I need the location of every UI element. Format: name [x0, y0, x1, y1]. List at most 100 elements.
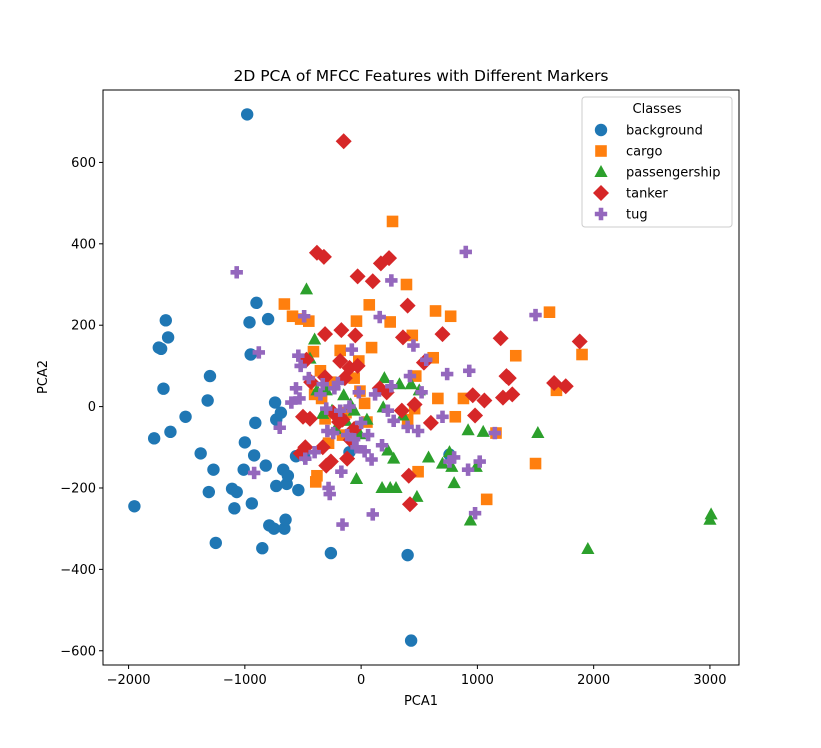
tug-point: [447, 451, 461, 464]
cargo-point: [325, 376, 337, 388]
cargo-point: [350, 315, 363, 327]
passengership-point: [387, 451, 401, 464]
tug-point: [488, 426, 502, 440]
tug-point: [411, 424, 425, 438]
passengership-point: [349, 472, 364, 485]
legend-label-tug: tug: [626, 208, 648, 223]
legend-label-tanker: tanker: [626, 187, 668, 202]
cargo-point: [412, 465, 424, 478]
tanker-point: [333, 322, 350, 339]
tug-point: [314, 388, 327, 401]
background-point: [268, 396, 282, 409]
legend-title: Classes: [633, 102, 682, 117]
passengership-point: [476, 424, 490, 437]
tanker-point: [381, 250, 398, 267]
chart-title: 2D PCA of MFCC Features with Different M…: [233, 67, 608, 85]
passengership-point: [299, 282, 314, 295]
cargo-point: [314, 364, 327, 377]
cargo-point: [449, 410, 462, 423]
cargo-point: [309, 476, 322, 488]
cargo-point: [427, 351, 440, 364]
tug-point: [230, 266, 243, 279]
background-point: [274, 406, 288, 419]
cargo-point: [384, 316, 396, 328]
background-point: [324, 546, 338, 560]
tanker-point: [400, 467, 417, 484]
cargo-point: [509, 349, 522, 362]
passengership-point: [389, 480, 403, 493]
background-point: [243, 316, 256, 329]
x-axis: −2000 −1000 0 1000 2000 3000: [107, 665, 726, 688]
tug-point: [403, 369, 417, 383]
legend-marker-tanker: [593, 185, 609, 201]
x-axis-label: PCA1: [404, 694, 438, 709]
passengership-point: [377, 371, 391, 384]
tug-point: [302, 371, 315, 385]
tanker-point: [571, 333, 588, 350]
y-tick-label: −200: [60, 481, 96, 496]
tug-point: [375, 439, 389, 452]
cargo-point: [429, 305, 442, 317]
y-tick-label: −400: [60, 563, 96, 578]
tug-point: [299, 452, 312, 465]
tug-point: [385, 274, 398, 287]
background-point: [237, 463, 250, 476]
tanker-point: [339, 450, 356, 467]
legend-marker-background: [594, 123, 608, 137]
tug-point: [273, 421, 286, 434]
background-point: [238, 436, 252, 449]
cargo-point: [334, 344, 346, 357]
legend-marker-cargo: [595, 145, 607, 157]
background-point: [256, 542, 269, 555]
tug-point: [252, 346, 266, 359]
passengership-point: [381, 443, 395, 456]
tug-point: [468, 507, 482, 520]
tug-point: [381, 404, 395, 417]
background-point: [209, 536, 222, 550]
plot-frame: [102, 89, 740, 666]
passengership-point: [461, 423, 475, 436]
series-background: [128, 108, 456, 647]
x-tick-label: 0: [357, 673, 365, 688]
background-point: [207, 463, 220, 476]
tug-point: [335, 465, 348, 478]
tug-point: [316, 378, 329, 391]
y-axis-label: PCA2: [36, 360, 51, 394]
tanker-point: [504, 386, 521, 403]
tug-point: [308, 445, 321, 459]
y-tick-label: 200: [71, 319, 96, 334]
tanker-point: [301, 410, 318, 427]
tanker-point: [467, 407, 484, 424]
cargo-point: [348, 372, 360, 384]
passengership-point: [531, 426, 545, 439]
tug-point: [368, 388, 382, 401]
tug-point: [293, 392, 306, 405]
tanker-point: [322, 453, 339, 470]
background-point: [179, 410, 192, 423]
tug-point: [289, 382, 303, 395]
cargo-point: [529, 457, 542, 470]
tanker-point: [317, 326, 334, 343]
background-point: [147, 432, 161, 445]
tanker-point: [393, 402, 410, 419]
background-point: [128, 500, 141, 513]
cargo-point: [294, 313, 307, 325]
cargo-point: [457, 392, 470, 405]
cargo-point: [400, 278, 413, 291]
cargo-point: [386, 215, 399, 228]
tug-point: [461, 463, 475, 476]
background-point: [154, 342, 168, 356]
tanker-point: [399, 297, 416, 314]
passengership-point: [463, 513, 478, 526]
background-point: [259, 459, 272, 472]
passengership-point: [404, 377, 418, 390]
cargo-point: [278, 298, 291, 310]
tanker-point: [500, 370, 517, 387]
background-point: [270, 479, 283, 493]
tanker-point: [546, 374, 563, 391]
background-point: [404, 634, 418, 647]
tug-point: [350, 441, 363, 454]
tug-point: [347, 432, 361, 446]
tug-point: [294, 359, 307, 373]
